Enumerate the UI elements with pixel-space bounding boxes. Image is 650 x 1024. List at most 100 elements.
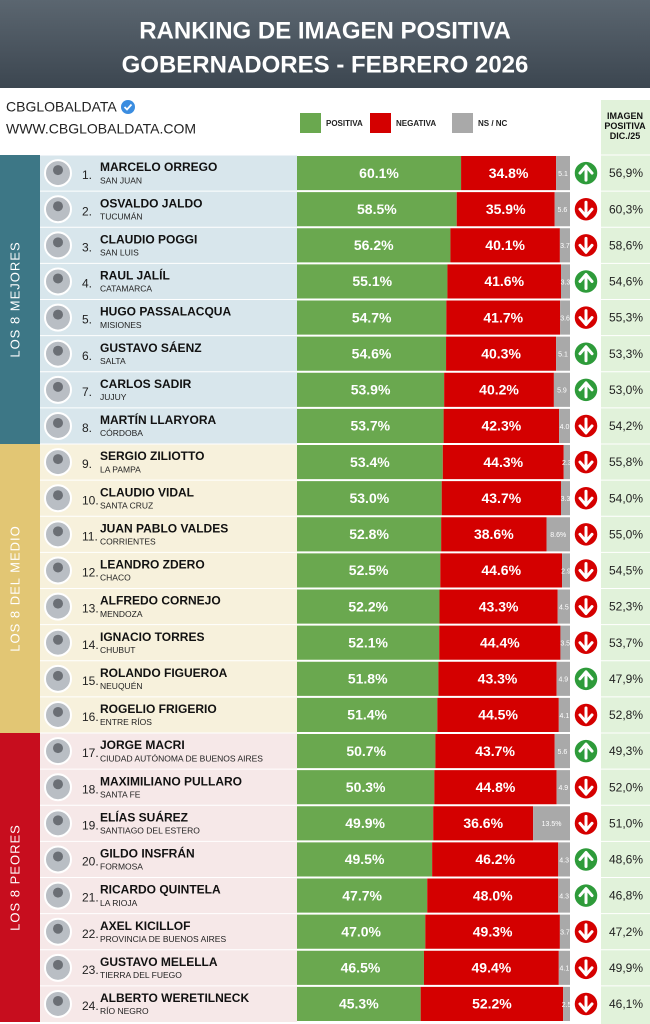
trend-arrow: [578, 778, 594, 796]
avatar-head: [53, 201, 63, 212]
previous-value: 54,0%: [609, 491, 643, 505]
value-label: 49.5%: [345, 851, 385, 867]
bar-segment: [557, 589, 570, 624]
value-label: 40.2%: [479, 382, 519, 398]
value-label: 50.3%: [346, 779, 386, 795]
rank: 10.: [82, 493, 99, 507]
value-label: 4.9: [558, 785, 568, 792]
bar-segment: [435, 734, 555, 769]
trend-arrow: [578, 850, 594, 868]
rank: 22.: [82, 927, 99, 941]
group-band: [0, 733, 40, 1022]
bar-segment: [297, 445, 443, 480]
trend-arrow: [578, 417, 594, 435]
governor-name: IGNACIO TORRES: [100, 630, 204, 644]
trend-arrow: [578, 200, 594, 218]
rank: 3.: [82, 240, 92, 254]
previous-value: 55,8%: [609, 455, 643, 469]
bar-segment: [439, 625, 561, 660]
value-label: 5.6: [557, 207, 567, 214]
province: LA RIOJA: [100, 898, 138, 908]
trend-arrow: [578, 634, 594, 652]
bar-segment: [297, 156, 462, 191]
verified-badge: [121, 100, 135, 114]
value-label: 45.3%: [339, 996, 379, 1012]
avatar-head: [53, 959, 63, 970]
bar-segment: [443, 408, 560, 443]
avatar-head: [53, 562, 63, 573]
bar-segment: [560, 300, 570, 335]
value-label: 3.5: [560, 641, 570, 648]
rank: 20.: [82, 855, 99, 869]
rank: 5.: [82, 313, 92, 327]
value-label: 52.8%: [349, 526, 389, 542]
previous-value: 52,0%: [609, 780, 643, 794]
rank: 6.: [82, 349, 92, 363]
avatar-head: [53, 923, 63, 934]
value-label: 49.9%: [345, 815, 385, 831]
previous-value: 54,6%: [609, 275, 643, 289]
bar-segment: [297, 517, 442, 552]
avatar-head: [53, 670, 63, 681]
previous-value: 48,6%: [609, 853, 643, 867]
avatar-head: [53, 706, 63, 717]
bar-segment: [456, 192, 555, 227]
bar-segment: [420, 986, 564, 1021]
avatar-head: [53, 851, 63, 862]
trend-arrow: [578, 164, 594, 182]
bar-segment: [437, 697, 559, 732]
province: JUJUY: [100, 392, 127, 402]
previous-column: [601, 100, 650, 1024]
value-label: 3.7: [560, 243, 570, 250]
value-label: 46.2%: [475, 851, 515, 867]
previous-header: IMAGEN POSITIVA DIC./25: [604, 111, 646, 141]
value-label: 43.3%: [479, 598, 519, 614]
avatar-head: [53, 779, 63, 790]
value-label: 8.6%: [550, 532, 566, 539]
bar-segment: [297, 192, 457, 227]
bar-segment: [297, 878, 428, 913]
rank: 18.: [82, 782, 99, 796]
value-label: 52.5%: [349, 562, 389, 578]
avatar-head: [53, 381, 63, 392]
value-label: 2.3: [562, 460, 572, 467]
avatar-head: [53, 309, 63, 320]
avatar-head: [53, 273, 63, 284]
previous-value: 51,0%: [609, 816, 643, 830]
bar-segment: [297, 770, 435, 805]
province: SAN LUIS: [100, 248, 139, 258]
value-label: 54.6%: [352, 345, 392, 361]
governor-name: JUAN PABLO VALDES: [100, 521, 228, 535]
bar-segment: [433, 806, 534, 841]
group-band: [0, 155, 40, 444]
bar-segment: [297, 481, 442, 516]
bar-segment: [297, 914, 426, 949]
value-label: 5.1: [558, 171, 568, 178]
bar-segment: [297, 625, 440, 660]
bar-segment: [297, 264, 448, 299]
brand: CBGLOBALDATA: [6, 99, 117, 115]
bar-segment: [297, 228, 451, 263]
bar-segment: [432, 842, 559, 877]
rank: 2.: [82, 204, 92, 218]
value-label: 52.2%: [472, 996, 512, 1012]
province: CÓRDOBA: [100, 428, 143, 438]
province: CORRIENTES: [100, 537, 156, 547]
website: WWW.CBGLOBALDATA.COM: [6, 121, 196, 137]
trend-arrow: [578, 670, 594, 688]
previous-value: 55,3%: [609, 311, 643, 325]
bar-segment: [556, 661, 570, 696]
bar-segment: [297, 661, 439, 696]
legend-label: NEGATIVA: [396, 119, 436, 128]
value-label: 42.3%: [481, 418, 521, 434]
verified-check: [123, 103, 133, 111]
value-label: 34.8%: [489, 165, 529, 181]
value-label: 58.5%: [357, 201, 397, 217]
rank: 7.: [82, 385, 92, 399]
legend-label: NS / NC: [478, 119, 508, 128]
governor-name: SERGIO ZILIOTTO: [100, 449, 204, 463]
governor-name: CLAUDIO VIDAL: [100, 485, 194, 499]
province: SANTIAGO DEL ESTERO: [100, 826, 200, 836]
